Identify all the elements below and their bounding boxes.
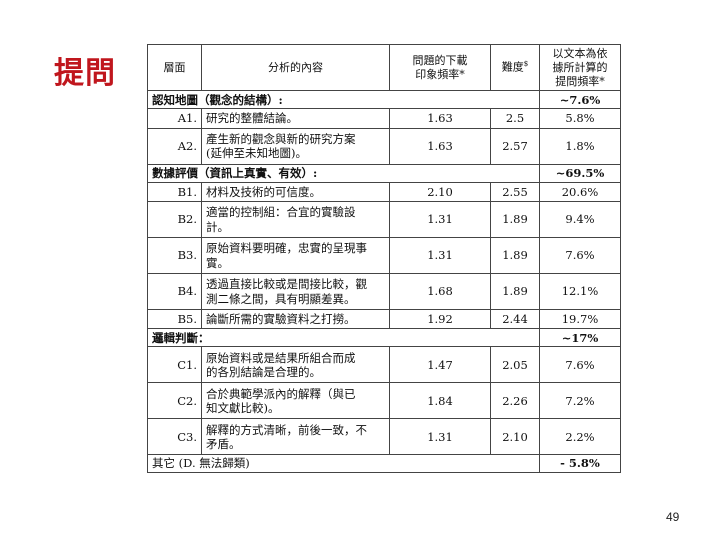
row-difficulty: 2.55 xyxy=(490,181,540,203)
row-code: C2. xyxy=(147,382,202,420)
row-ug-frequency: 1.63 xyxy=(389,127,491,165)
header-text-frequency: 以文本為依 據所計算的 提問頻率* xyxy=(539,43,621,92)
table-row: A2. 產生新的觀念與新的研究方案 (延伸至未知地圖)。 1.63 2.57 1.8% xyxy=(147,127,621,165)
row-ug-frequency: 1.31 xyxy=(389,201,491,238)
section-row: 邏輯判斷： ~17% xyxy=(147,328,621,348)
section-row: 認知地圖（觀念的結構）: ~7.6% xyxy=(147,90,621,110)
header-content: 分析的內容 xyxy=(201,43,390,92)
row-text-frequency: 20.6% xyxy=(539,181,621,203)
row-content: 材料及技術的可信度。 xyxy=(201,181,390,203)
row-code: A2. xyxy=(147,127,202,165)
header-difficulty: 難度$ xyxy=(490,43,540,92)
table-row: B4. 透過直接比較或是間接比較，觀 測二條之間，具有明顯差異。 1.68 1.89 1… xyxy=(147,273,621,310)
footer-row: 其它 (D. 無法歸類) - 5.8% xyxy=(147,454,621,473)
row-ug-frequency: 1.68 xyxy=(389,273,491,310)
row-code: C3. xyxy=(147,418,202,456)
table-row: B1. 材料及技術的可信度。 2.10 2.55 20.6% xyxy=(147,181,621,203)
row-ug-frequency: 1.31 xyxy=(389,237,491,274)
difficulty-footnote-mark: $ xyxy=(523,60,529,69)
row-code: A1. xyxy=(147,108,202,129)
row-content: 解釋的方式清晰，前後一致，不 矛盾。 xyxy=(201,418,390,456)
row-ug-frequency: 1.63 xyxy=(389,108,491,129)
table-row: C3. 解釋的方式清晰，前後一致，不 矛盾。 1.31 2.10 2.2% xyxy=(147,418,621,456)
row-text-frequency: 2.2% xyxy=(539,418,621,456)
row-difficulty: 2.5 xyxy=(490,108,540,129)
section-percentage: ~7.6% xyxy=(539,90,621,110)
row-text-frequency: 5.8% xyxy=(539,108,621,129)
row-text-frequency: 1.8% xyxy=(539,127,621,165)
footer-label: 其它 (D. 無法歸類) xyxy=(147,454,540,473)
table-row: C2. 合於典範學派內的解釋（與已 知文獻比較)。 1.84 2.26 7.2% xyxy=(147,382,621,420)
table-row: B3. 原始資料要明確，忠實的呈現事 實。 1.31 1.89 7.6% xyxy=(147,237,621,274)
row-difficulty: 2.57 xyxy=(490,127,540,165)
row-difficulty: 1.89 xyxy=(490,273,540,310)
row-content: 原始資料或是結果所組合而成 的各別結論是合理的。 xyxy=(201,346,390,384)
header-text-frequency-text: 以文本為依 據所計算的 提問頻率* xyxy=(552,47,608,88)
row-text-frequency: 7.2% xyxy=(539,382,621,420)
row-code: C1. xyxy=(147,346,202,384)
row-text-frequency: 7.6% xyxy=(539,346,621,384)
row-code: B4. xyxy=(147,273,202,310)
row-ug-frequency: 2.10 xyxy=(389,181,491,203)
row-ug-frequency: 1.47 xyxy=(389,346,491,384)
question-analysis-table: 層面 分析的內容 問題的下載 印象頻率* 難度$ 以文本為依 據所計算的 提問頻… xyxy=(147,43,621,473)
header-ug-frequency-text: 問題的下載 印象頻率* xyxy=(412,53,468,81)
header-ug-frequency: 問題的下載 印象頻率* xyxy=(389,43,491,92)
row-difficulty: 2.26 xyxy=(490,382,540,420)
row-content: 合於典範學派內的解釋（與已 知文獻比較)。 xyxy=(201,382,390,420)
row-ug-frequency: 1.92 xyxy=(389,308,491,330)
footer-percentage: - 5.8% xyxy=(539,454,621,473)
slide-title: 提問 xyxy=(54,56,116,91)
row-difficulty: 2.10 xyxy=(490,418,540,456)
row-content: 產生新的觀念與新的研究方案 (延伸至未知地圖)。 xyxy=(201,127,390,165)
table-row: A1. 研究的整體結論。 1.63 2.5 5.8% xyxy=(147,108,621,129)
row-content: 透過直接比較或是間接比較，觀 測二條之間，具有明顯差異。 xyxy=(201,273,390,310)
table-row: C1. 原始資料或是結果所組合而成 的各別結論是合理的。 1.47 2.05 7.6% xyxy=(147,346,621,384)
row-text-frequency: 9.4% xyxy=(539,201,621,238)
row-code: B1. xyxy=(147,181,202,203)
row-content: 原始資料要明確，忠實的呈現事 實。 xyxy=(201,237,390,274)
row-text-frequency: 12.1% xyxy=(539,273,621,310)
row-content: 研究的整體結論。 xyxy=(201,108,390,129)
section-row: 數據評價（資訊上真實、有效）: ~69.5% xyxy=(147,163,621,183)
row-difficulty: 2.44 xyxy=(490,308,540,330)
table-row: B2. 適當的控制組：合宜的實驗設 計。 1.31 1.89 9.4% xyxy=(147,201,621,238)
row-code: B5. xyxy=(147,308,202,330)
row-code: B2. xyxy=(147,201,202,238)
row-content: 適當的控制組：合宜的實驗設 計。 xyxy=(201,201,390,238)
row-ug-frequency: 1.31 xyxy=(389,418,491,456)
header-difficulty-text: 難度 xyxy=(501,61,524,75)
page-number: 49 xyxy=(666,510,680,524)
section-title: 數據評價（資訊上真實、有效）: xyxy=(147,163,540,183)
row-difficulty: 2.05 xyxy=(490,346,540,384)
section-title: 邏輯判斷： xyxy=(147,328,540,348)
row-text-frequency: 7.6% xyxy=(539,237,621,274)
header-level: 層面 xyxy=(147,43,202,92)
section-percentage: ~17% xyxy=(539,328,621,348)
row-ug-frequency: 1.84 xyxy=(389,382,491,420)
table-header-row: 層面 分析的內容 問題的下載 印象頻率* 難度$ 以文本為依 據所計算的 提問頻… xyxy=(147,43,621,92)
row-code: B3. xyxy=(147,237,202,274)
row-difficulty: 1.89 xyxy=(490,201,540,238)
row-difficulty: 1.89 xyxy=(490,237,540,274)
row-content: 論斷所需的實驗資料之打撈。 xyxy=(201,308,390,330)
row-text-frequency: 19.7% xyxy=(539,308,621,330)
section-title: 認知地圖（觀念的結構）: xyxy=(147,90,540,110)
table-row: B5. 論斷所需的實驗資料之打撈。 1.92 2.44 19.7% xyxy=(147,308,621,330)
section-percentage: ~69.5% xyxy=(539,163,621,183)
